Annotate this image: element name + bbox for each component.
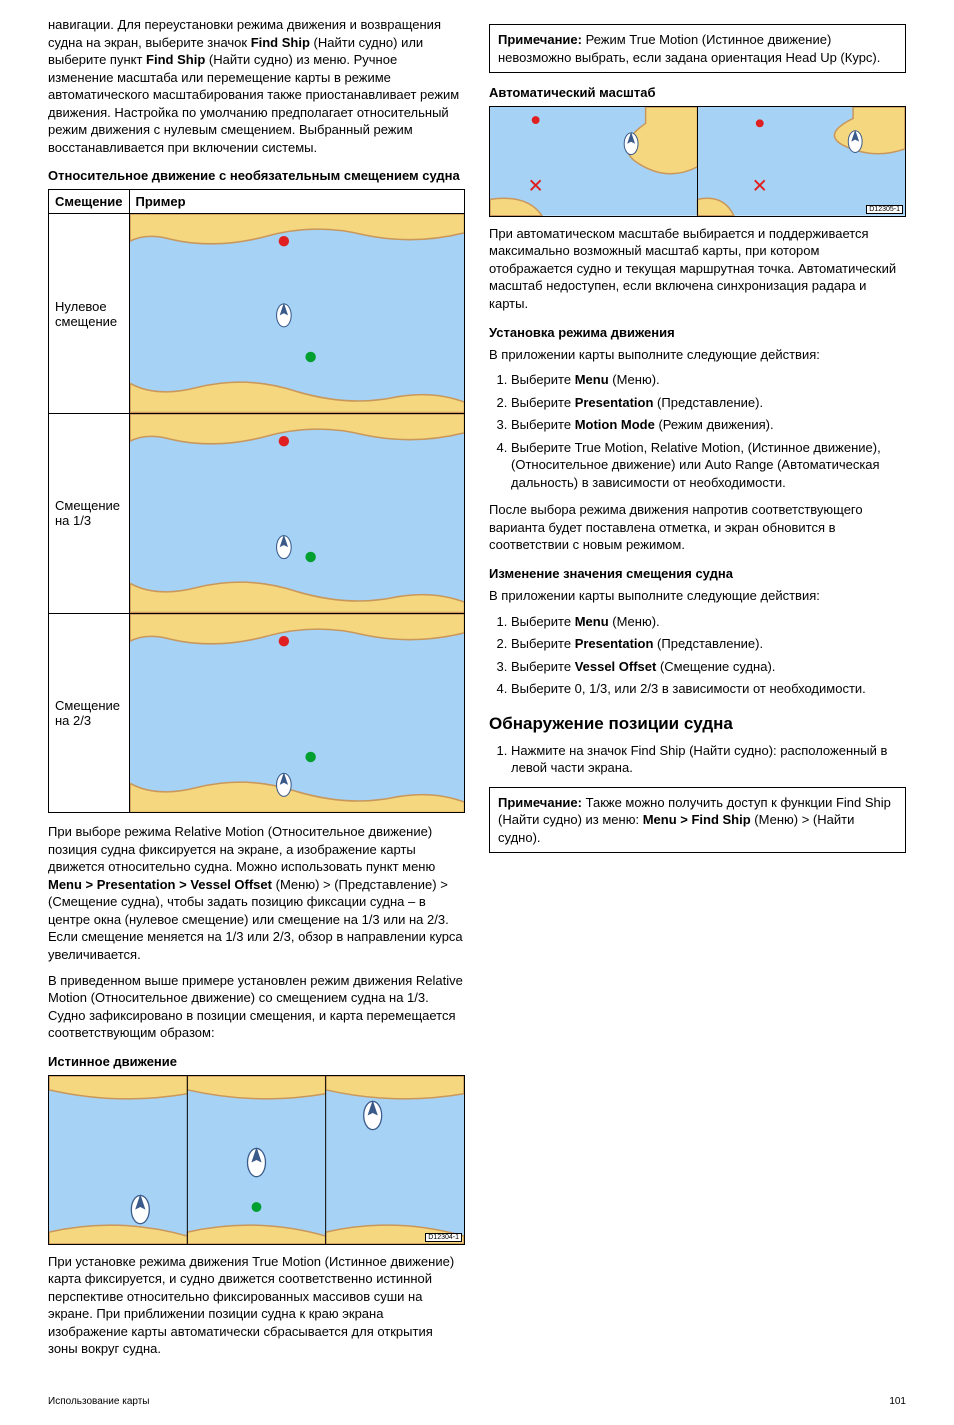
- bold: Find Ship: [146, 52, 205, 67]
- locate-step: Нажмите на значок Find Ship (Найти судно…: [511, 742, 906, 777]
- text: (Представление).: [653, 636, 763, 651]
- offset-example: [129, 214, 464, 414]
- figure-id: D12305-1: [866, 205, 903, 214]
- set-mode-after: После выбора режима движения напротив со…: [489, 501, 906, 554]
- offset-label: Смещение на 1/3: [49, 413, 130, 613]
- text: Выберите: [511, 395, 575, 410]
- step: Выберите Presentation (Представление).: [511, 394, 906, 412]
- note-label: Примечание:: [498, 795, 582, 810]
- note-label: Примечание:: [498, 32, 582, 47]
- offset-example: [129, 613, 464, 813]
- step: Выберите Presentation (Представление).: [511, 635, 906, 653]
- relative-paragraph: При выборе режима Relative Motion (Относ…: [48, 823, 465, 963]
- auto-scale-paragraph: При автоматическом масштабе выбирается и…: [489, 225, 906, 313]
- text: (Меню).: [609, 372, 660, 387]
- step: Выберите Menu (Меню).: [511, 371, 906, 389]
- auto-scale-figure: D12305-1: [489, 106, 906, 217]
- th-example: Пример: [129, 190, 464, 214]
- bold: Presentation: [575, 636, 654, 651]
- set-mode-steps: Выберите Menu (Меню).Выберите Presentati…: [489, 371, 906, 491]
- text: Выберите: [511, 636, 575, 651]
- offset-label: Нулевое смещение: [49, 214, 130, 414]
- locate-steps: Нажмите на значок Find Ship (Найти судно…: [489, 742, 906, 777]
- offset-heading: Изменение значения смещения судна: [489, 566, 906, 581]
- true-motion-heading: Истинное движение: [48, 1054, 465, 1069]
- bold: Menu: [575, 372, 609, 387]
- step: Выберите 0, 1/3, или 2/3 в зависимости о…: [511, 680, 906, 698]
- bold: Find Ship: [251, 35, 310, 50]
- step: Выберите Motion Mode (Режим движения).: [511, 416, 906, 434]
- offset-example: [129, 413, 464, 613]
- text: Выберите: [511, 372, 575, 387]
- offset-intro: В приложении карты выполните следующие д…: [489, 587, 906, 605]
- footer-right: 101: [889, 1396, 906, 1407]
- step: Выберите Vessel Offset (Смещение судна).: [511, 658, 906, 676]
- figure-id: D12304-1: [425, 1233, 462, 1242]
- true-motion-paragraph: При установке режима движения True Motio…: [48, 1253, 465, 1358]
- text: (Представление).: [653, 395, 763, 410]
- text: (Найти судно) из меню. Ручное изменение …: [48, 52, 459, 155]
- set-mode-heading: Установка режима движения: [489, 325, 906, 340]
- bold: Menu: [575, 614, 609, 629]
- offset-label: Смещение на 2/3: [49, 613, 130, 813]
- auto-scale-heading: Автоматический масштаб: [489, 85, 906, 100]
- intro-paragraph: навигации. Для переустановки режима движ…: [48, 16, 465, 156]
- bold: Presentation: [575, 395, 654, 410]
- table-title: Относительное движение с необязательным …: [48, 168, 465, 183]
- bold: Vessel Offset: [575, 659, 657, 674]
- th-offset: Смещение: [49, 190, 130, 214]
- set-mode-intro: В приложении карты выполните следующие д…: [489, 346, 906, 364]
- text: Выберите: [511, 614, 575, 629]
- text: Выберите: [511, 659, 575, 674]
- text: При выборе режима Relative Motion (Относ…: [48, 824, 435, 874]
- offset-table: Смещение Пример Нулевое смещение Смещени…: [48, 189, 465, 813]
- text: (Смещение судна).: [656, 659, 775, 674]
- locate-heading: Обнаружение позиции судна: [489, 714, 906, 734]
- relative-paragraph-2: В приведенном выше примере установлен ре…: [48, 972, 465, 1042]
- note-box-1: Примечание: Режим True Motion (Истинное …: [489, 24, 906, 73]
- offset-steps: Выберите Menu (Меню).Выберите Presentati…: [489, 613, 906, 698]
- footer-left: Использование карты: [48, 1396, 150, 1407]
- text: (Меню).: [609, 614, 660, 629]
- text: (Режим движения).: [655, 417, 774, 432]
- true-motion-figure: D12304-1: [48, 1075, 465, 1245]
- note-box-2: Примечание: Также можно получить доступ …: [489, 787, 906, 854]
- bold: Menu > Presentation > Vessel Offset: [48, 877, 272, 892]
- step: Выберите True Motion, Relative Motion, (…: [511, 439, 906, 492]
- bold: Menu > Find Ship: [643, 812, 751, 827]
- bold: Motion Mode: [575, 417, 655, 432]
- step: Выберите Menu (Меню).: [511, 613, 906, 631]
- text: Выберите: [511, 417, 575, 432]
